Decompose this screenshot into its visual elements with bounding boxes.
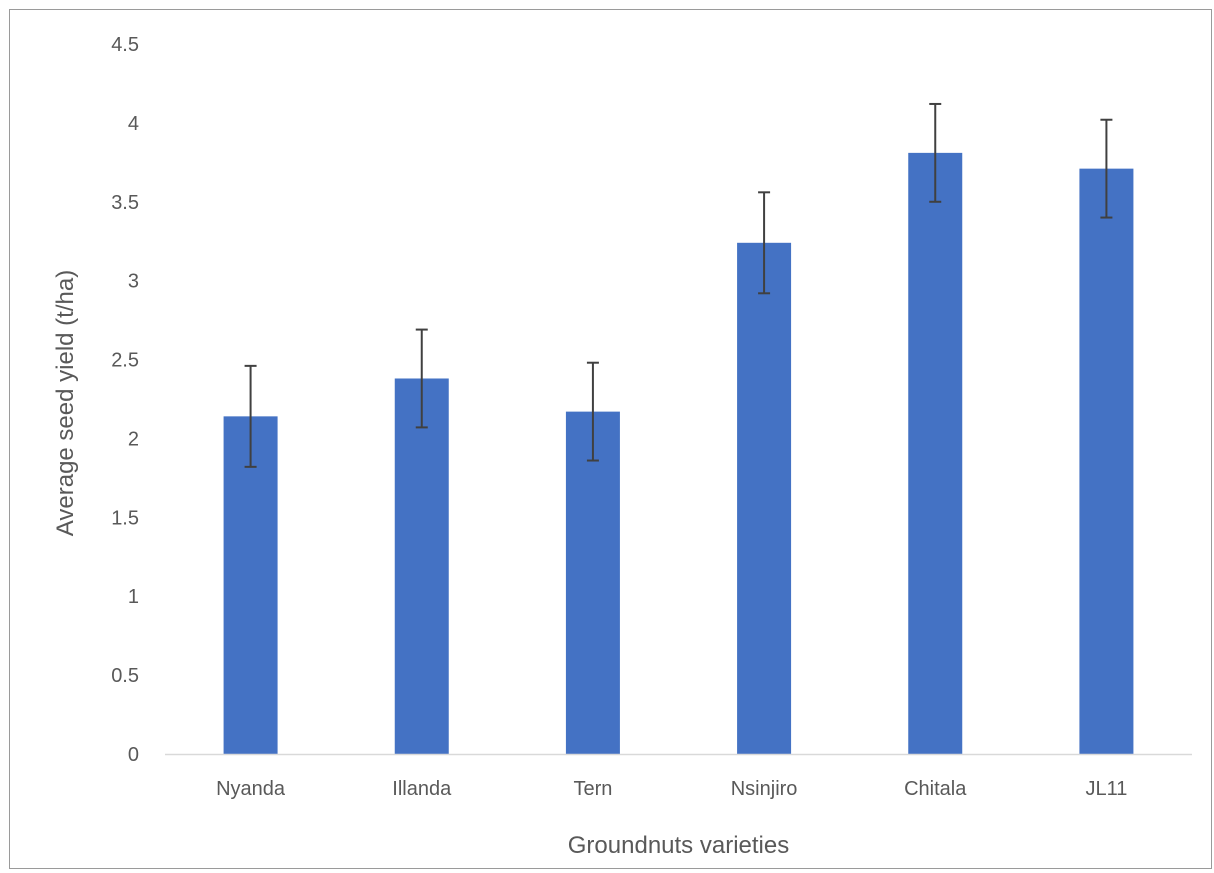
- y-tick-label: 1.5: [111, 507, 139, 529]
- x-tick-label-illanda: Illanda: [392, 778, 452, 800]
- x-axis-tick-labels: Nyanda Illanda Tern Nsinjiro Chitala JL11: [216, 778, 1127, 800]
- bars: [223, 152, 1134, 755]
- x-tick-label-nyanda: Nyanda: [216, 778, 286, 800]
- x-tick-label-chitala: Chitala: [904, 778, 967, 800]
- bar-tern: [565, 411, 620, 754]
- y-tick-label: 4.5: [111, 34, 139, 56]
- bar-illanda: [394, 378, 449, 754]
- y-tick-label: 1: [128, 586, 139, 608]
- bar-nsinjiro: [737, 242, 792, 755]
- y-tick-label: 3.5: [111, 192, 139, 214]
- bar-jl11: [1079, 168, 1134, 755]
- y-tick-label: 3: [128, 271, 139, 293]
- y-tick-label: 4: [128, 113, 139, 135]
- y-tick-label: 2: [128, 428, 139, 450]
- x-tick-label-jl11: JL11: [1085, 778, 1127, 800]
- x-axis-title: Groundnuts varieties: [568, 832, 789, 859]
- error-bars: [244, 102, 1113, 468]
- bar-chitala: [908, 152, 963, 754]
- bar-nyanda: [223, 416, 278, 754]
- y-axis-ticks: 0 0.5 1 1.5 2 2.5 3 3.5 4 4.5: [111, 34, 139, 766]
- y-axis-title: Average seed yield (t/ha): [52, 270, 79, 536]
- y-tick-label: 0: [128, 744, 139, 766]
- x-tick-label-nsinjiro: Nsinjiro: [731, 778, 798, 800]
- y-tick-label: 0.5: [111, 665, 139, 687]
- x-tick-label-tern: Tern: [573, 778, 612, 800]
- y-tick-label: 2.5: [111, 350, 139, 372]
